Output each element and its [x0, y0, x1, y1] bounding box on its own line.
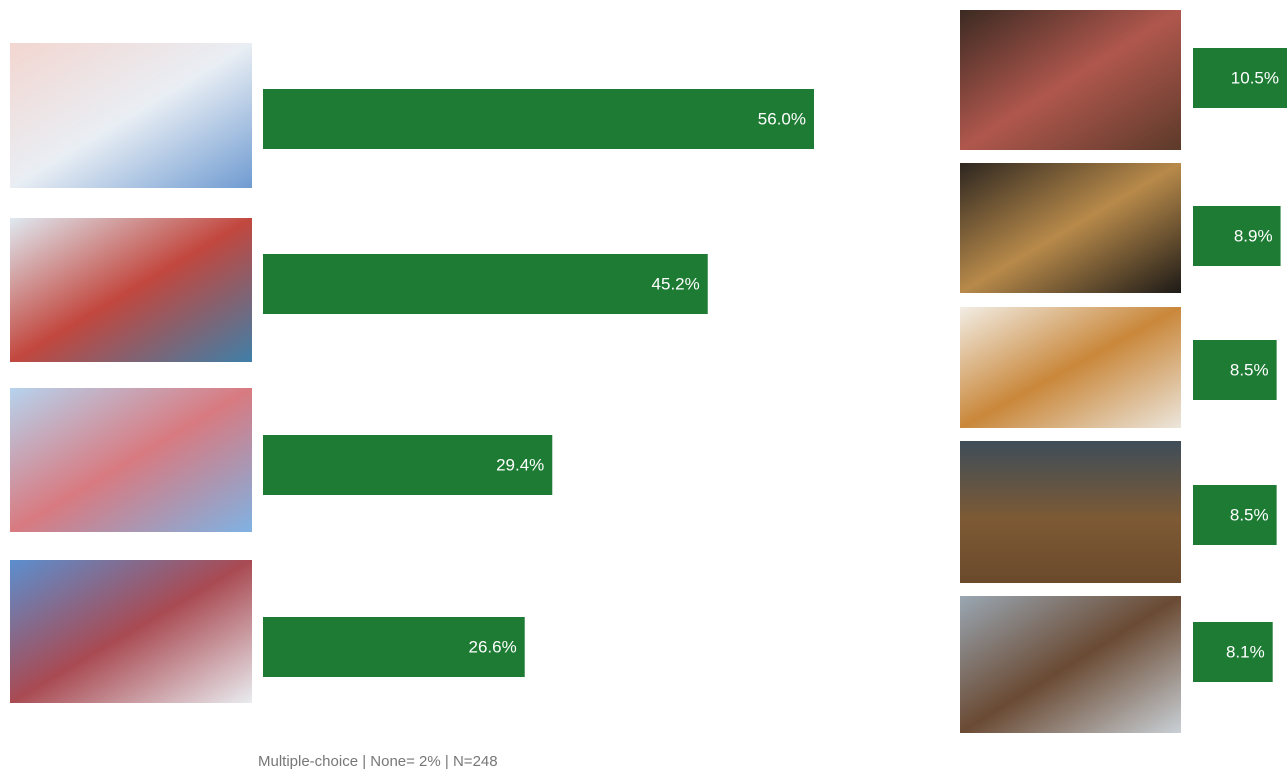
bar: [263, 617, 525, 677]
value-label: 45.2%: [652, 274, 700, 293]
photo: [960, 441, 1181, 583]
value-label: 8.1%: [1226, 642, 1265, 661]
photo: [10, 388, 252, 532]
value-label: 10.5%: [1231, 68, 1279, 87]
photo: [960, 307, 1181, 428]
value-label: 8.5%: [1230, 360, 1269, 379]
bar: [263, 89, 814, 149]
photo: [10, 560, 252, 703]
value-label: 8.5%: [1230, 505, 1269, 524]
photo: [960, 596, 1181, 733]
bar: [1193, 48, 1287, 108]
bar: [263, 435, 553, 495]
bar: [1193, 485, 1277, 545]
photo: [10, 218, 252, 362]
photo: [960, 10, 1181, 150]
value-label: 29.4%: [496, 455, 544, 474]
photo: [10, 43, 252, 188]
photo: [960, 163, 1181, 293]
footnote: Multiple-choice | None= 2% | N=248: [258, 753, 498, 770]
bar: [263, 254, 708, 314]
value-label: 56.0%: [758, 109, 806, 128]
bar: [1193, 622, 1273, 682]
bar: [1193, 206, 1281, 266]
value-label: 8.9%: [1234, 226, 1273, 245]
bar: [1193, 340, 1277, 400]
value-label: 26.6%: [469, 637, 517, 656]
